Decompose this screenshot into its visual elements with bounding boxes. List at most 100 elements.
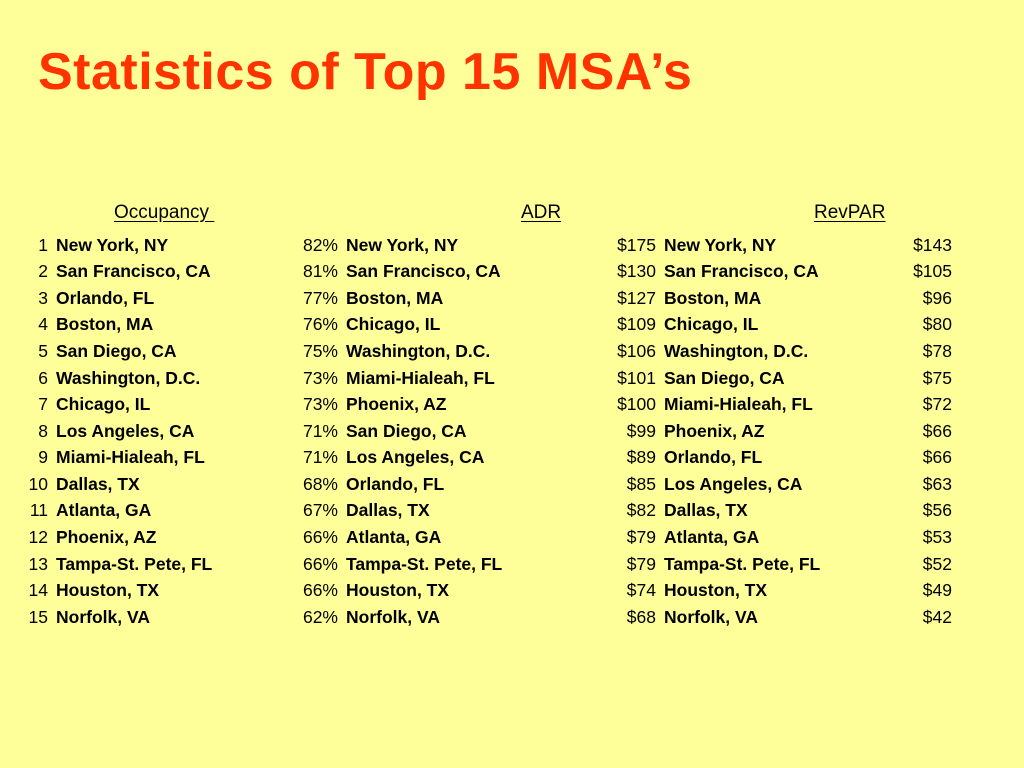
revpar-city-cell: San Diego, CA — [664, 367, 785, 388]
occupancy-city-cell: Boston, MA — [56, 314, 154, 335]
adr-value-cell: $175 — [617, 234, 656, 255]
revpar-city-cell: Dallas, TX — [664, 500, 748, 521]
table-row: 10 Dallas, TX 68% Orlando, FL $85 Los Angeles… — [20, 471, 952, 498]
revpar-city-cell: Phoenix, AZ — [664, 420, 765, 441]
rank-cell: 12 — [28, 527, 48, 548]
revpar-city-cell: Tampa-St. Pete, FL — [664, 553, 821, 574]
table-row: 2 San Francisco, CA 81% San Francisco, CA $1… — [20, 259, 952, 286]
revpar-city-cell: Norfolk, VA — [664, 606, 758, 627]
occupancy-value-cell: 73% — [302, 367, 338, 388]
revpar-value-cell: $66 — [922, 420, 952, 441]
revpar-value-cell: $143 — [913, 234, 952, 255]
rank-cell: 10 — [28, 473, 48, 494]
table-row: 15 Norfolk, VA 62% Norfolk, VA $68 Norfolk, V… — [20, 604, 952, 631]
revpar-city-cell: Chicago, IL — [664, 314, 759, 335]
adr-value-cell: $101 — [617, 367, 656, 388]
revpar-value-cell: $53 — [922, 527, 952, 548]
occupancy-value-cell: 62% — [302, 606, 338, 627]
header-adr: ADR — [521, 202, 562, 223]
adr-value-cell: $127 — [617, 287, 656, 308]
revpar-city-cell: Atlanta, GA — [664, 527, 760, 548]
adr-city-cell: Tampa-St. Pete, FL — [346, 553, 503, 574]
table-row: 1 New York, NY 82% New York, NY $175 New York… — [20, 232, 952, 259]
slide-title: Statistics of Top 15 MSA’s — [38, 43, 693, 101]
table-row: 11 Atlanta, GA 67% Dallas, TX $82 Dallas, TX $… — [20, 498, 952, 525]
table-body: 1 New York, NY 82% New York, NY $175 New York… — [20, 232, 952, 631]
rank-cell: 6 — [38, 367, 48, 388]
rank-cell: 4 — [38, 314, 48, 335]
table-row: 14 Houston, TX 66% Houston, TX $74 Houston, T… — [20, 578, 952, 605]
adr-value-cell: $79 — [626, 527, 656, 548]
adr-city-cell: Atlanta, GA — [346, 527, 442, 548]
table-row: 4 Boston, MA 76% Chicago, IL $109 Chicago, IL… — [20, 312, 952, 339]
occupancy-value-cell: 81% — [302, 261, 338, 282]
adr-city-cell: Chicago, IL — [346, 314, 441, 335]
rank-cell: 9 — [38, 447, 48, 468]
occupancy-value-cell: 66% — [302, 527, 338, 548]
adr-value-cell: $74 — [626, 580, 656, 601]
adr-value-cell: $89 — [626, 447, 656, 468]
table-row: 12 Phoenix, AZ 66% Atlanta, GA $79 Atlanta, G… — [20, 525, 952, 552]
revpar-city-cell: Houston, TX — [664, 580, 768, 601]
revpar-value-cell: $52 — [922, 553, 952, 574]
adr-city-cell: San Francisco, CA — [346, 261, 501, 282]
rank-cell: 8 — [38, 420, 48, 441]
rank-cell: 14 — [28, 580, 48, 601]
occupancy-city-cell: Chicago, IL — [56, 394, 151, 415]
revpar-value-cell: $80 — [922, 314, 952, 335]
occupancy-city-cell: New York, NY — [56, 234, 169, 255]
adr-value-cell: $106 — [617, 340, 656, 361]
occupancy-value-cell: 76% — [302, 314, 338, 335]
msa-statistics-table: 1 New York, NY 82% New York, NY $175 New York… — [20, 232, 952, 631]
revpar-value-cell: $78 — [922, 340, 952, 361]
rank-cell: 15 — [28, 606, 48, 627]
adr-city-cell: Los Angeles, CA — [346, 447, 485, 468]
occupancy-city-cell: Miami-Hialeah, FL — [56, 447, 205, 468]
header-occupancy: Occupancy — [114, 202, 215, 223]
adr-value-cell: $68 — [626, 606, 656, 627]
occupancy-city-cell: Dallas, TX — [56, 473, 140, 494]
table-row: 3 Orlando, FL 77% Boston, MA $127 Boston, MA $… — [20, 285, 952, 312]
occupancy-city-cell: Tampa-St. Pete, FL — [56, 553, 213, 574]
occupancy-city-cell: Orlando, FL — [56, 287, 155, 308]
revpar-value-cell: $63 — [922, 473, 952, 494]
revpar-value-cell: $72 — [922, 394, 952, 415]
revpar-value-cell: $66 — [922, 447, 952, 468]
revpar-city-cell: San Francisco, CA — [664, 261, 819, 282]
revpar-value-cell: $105 — [913, 261, 952, 282]
revpar-city-cell: Washington, D.C. — [664, 340, 809, 361]
occupancy-city-cell: Los Angeles, CA — [56, 420, 195, 441]
table-row: 6 Washington, D.C. 73% Miami-Hialeah, FL $10… — [20, 365, 952, 392]
adr-value-cell: $130 — [617, 261, 656, 282]
table-row: 9 Miami-Hialeah, FL 71% Los Angeles, CA $89 O… — [20, 445, 952, 472]
adr-city-cell: Houston, TX — [346, 580, 450, 601]
adr-city-cell: Washington, D.C. — [346, 340, 491, 361]
rank-cell: 2 — [38, 261, 48, 282]
table-row: 13 Tampa-St. Pete, FL 66% Tampa-St. Pete, F… — [20, 551, 952, 578]
revpar-city-cell: Orlando, FL — [664, 447, 763, 468]
rank-cell: 13 — [28, 553, 48, 574]
occupancy-value-cell: 67% — [302, 500, 338, 521]
occupancy-value-cell: 73% — [302, 394, 338, 415]
occupancy-city-cell: San Francisco, CA — [56, 261, 211, 282]
adr-value-cell: $100 — [617, 394, 656, 415]
header-revpar: RevPAR — [814, 202, 886, 223]
revpar-value-cell: $49 — [922, 580, 952, 601]
occupancy-city-cell: Houston, TX — [56, 580, 160, 601]
occupancy-value-cell: 68% — [302, 473, 338, 494]
adr-city-cell: Miami-Hialeah, FL — [346, 367, 495, 388]
rank-cell: 1 — [38, 234, 48, 255]
adr-city-cell: New York, NY — [346, 234, 459, 255]
occupancy-value-cell: 82% — [302, 234, 338, 255]
occupancy-value-cell: 75% — [302, 340, 338, 361]
table-row: 5 San Diego, CA 75% Washington, D.C. $106 Was… — [20, 338, 952, 365]
table-row: 8 Los Angeles, CA 71% San Diego, CA $99 Phoen… — [20, 418, 952, 445]
rank-cell: 11 — [29, 500, 48, 521]
revpar-value-cell: $42 — [922, 606, 952, 627]
adr-value-cell: $82 — [626, 500, 656, 521]
rank-cell: 5 — [38, 340, 48, 361]
revpar-city-cell: Boston, MA — [664, 287, 762, 308]
adr-city-cell: Dallas, TX — [346, 500, 430, 521]
occupancy-city-cell: Phoenix, AZ — [56, 527, 157, 548]
occupancy-value-cell: 66% — [302, 553, 338, 574]
